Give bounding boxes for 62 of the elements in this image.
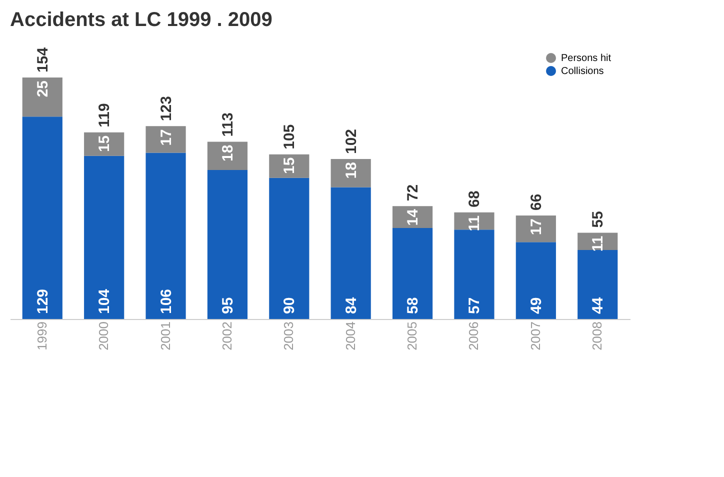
data-label: 104	[96, 288, 114, 314]
total-label: 55	[590, 211, 607, 228]
data-label: 15	[281, 157, 298, 174]
legend-label: Collisions	[561, 66, 604, 77]
data-label: 49	[528, 297, 545, 314]
data-label: 11	[466, 215, 484, 232]
bar	[516, 242, 556, 319]
x-tick-label: 2000	[96, 322, 112, 350]
x-tick-label: 2003	[281, 322, 296, 350]
bar	[578, 250, 618, 319]
data-label: 17	[528, 218, 545, 236]
bar	[392, 228, 433, 319]
x-tick-label: 2008	[590, 322, 605, 350]
data-label: 58	[404, 297, 422, 314]
bar	[84, 132, 124, 156]
total-label: 113	[219, 112, 236, 137]
total-label: 119	[96, 103, 114, 128]
data-label: 129	[34, 288, 52, 314]
total-label: 68	[466, 190, 484, 208]
total-label: 66	[528, 194, 545, 210]
total-label: 72	[404, 184, 422, 202]
data-label: 57	[466, 297, 484, 314]
bar	[454, 230, 494, 319]
bar	[269, 154, 310, 178]
total-label: 154	[34, 46, 52, 72]
bar	[516, 215, 556, 242]
x-tick-label: 2002	[219, 322, 234, 350]
bar	[84, 156, 124, 319]
total-label: 105	[281, 124, 298, 150]
data-label: 106	[158, 288, 175, 314]
bar	[146, 126, 186, 153]
total-label: 123	[158, 96, 175, 122]
x-tick-label: 2004	[342, 322, 358, 350]
bar	[578, 232, 618, 250]
data-label: 95	[219, 297, 236, 314]
x-tick-label: 2005	[404, 322, 420, 350]
data-label: 90	[281, 297, 298, 314]
total-label: 102	[342, 128, 360, 154]
bar	[22, 77, 62, 117]
x-tick-label: 2006	[466, 322, 482, 350]
bar	[22, 116, 62, 319]
legend-label: Persons hit	[561, 53, 612, 64]
data-label: 18	[219, 144, 236, 162]
bar	[330, 159, 371, 188]
data-label: 18	[342, 162, 360, 179]
bar	[269, 178, 310, 319]
data-label: 15	[96, 135, 114, 152]
data-label: 17	[158, 129, 175, 146]
data-label: 44	[590, 296, 607, 314]
data-label: 11	[590, 236, 607, 252]
chart-title: Accidents at LC 1999 . 2009	[10, 9, 272, 31]
bar	[207, 170, 248, 319]
x-tick-label: 1999	[34, 322, 50, 350]
bar	[392, 206, 433, 228]
bar	[207, 142, 248, 170]
x-tick-label: 2001	[158, 322, 173, 350]
data-label: 84	[342, 296, 360, 314]
x-tick-label: 2007	[528, 322, 543, 350]
bar	[330, 187, 371, 319]
data-label: 25	[34, 80, 52, 98]
bar	[146, 152, 186, 319]
data-label: 14	[404, 208, 422, 226]
